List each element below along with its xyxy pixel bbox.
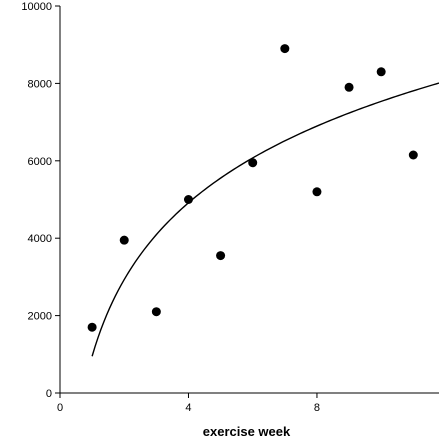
data-point <box>119 235 129 245</box>
y-tick-label: 2000 <box>28 311 52 323</box>
data-point <box>151 307 161 317</box>
data-point <box>183 195 193 204</box>
x-tick-label: 0 <box>57 402 63 414</box>
y-tick-label: 0 <box>46 388 52 400</box>
y-tick-label: 10000 <box>21 1 52 13</box>
x-axis-ticks: 0 4 8 <box>57 393 320 414</box>
data-point <box>280 44 290 54</box>
fit-curve <box>91 82 439 357</box>
data-point <box>248 158 258 168</box>
data-point <box>312 187 322 197</box>
fit-curve-group <box>91 82 439 357</box>
x-tick-label: 4 <box>185 402 191 414</box>
data-points <box>87 44 418 332</box>
y-tick-label: 4000 <box>28 233 52 245</box>
y-tick-label: 6000 <box>28 156 52 168</box>
axes <box>59 6 439 394</box>
data-point <box>408 150 418 160</box>
data-point <box>376 67 386 77</box>
y-tick-label: 8000 <box>28 78 52 90</box>
data-point <box>344 82 354 92</box>
y-axis-ticks: 0 2000 4000 6000 8000 10000 <box>21 1 60 400</box>
x-tick-label: 8 <box>314 402 320 414</box>
x-axis-title: exercise week <box>203 424 291 439</box>
data-point <box>216 251 226 261</box>
data-point <box>87 322 97 332</box>
